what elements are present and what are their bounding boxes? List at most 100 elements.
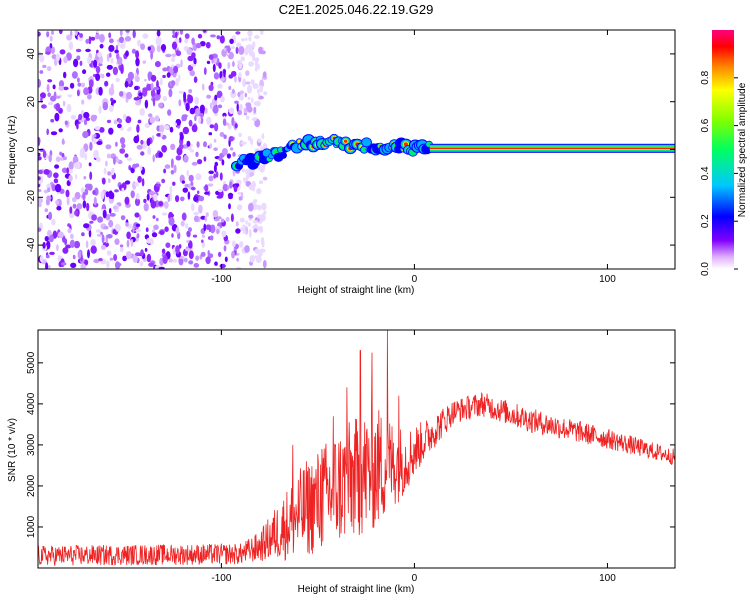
noise-speckle [132, 163, 137, 169]
noise-speckle [221, 159, 225, 166]
noise-speckle [178, 37, 182, 43]
noise-speckle [101, 234, 105, 244]
noise-speckle [93, 197, 97, 206]
noise-speckle [119, 43, 126, 49]
noise-speckle [232, 88, 235, 94]
noise-speckle [172, 258, 178, 263]
noise-speckle [102, 101, 109, 111]
noise-speckle [227, 62, 231, 69]
noise-speckle [175, 195, 180, 203]
noise-speckle [124, 36, 132, 42]
noise-speckle [110, 192, 115, 200]
noise-speckle [98, 258, 103, 262]
noise-speckle [45, 254, 50, 259]
noise-speckle [126, 157, 133, 161]
noise-speckle [259, 30, 264, 35]
noise-speckle [244, 92, 247, 98]
noise-speckle [249, 255, 255, 263]
noise-speckle [258, 180, 264, 185]
noise-speckle [214, 161, 219, 167]
noise-speckle [95, 65, 101, 74]
noise-speckle [255, 204, 262, 210]
noise-speckle [234, 100, 239, 104]
noise-speckle [147, 46, 151, 51]
noise-speckle [213, 147, 218, 151]
noise-speckle [47, 79, 53, 83]
noise-speckle [125, 91, 133, 100]
noise-speckle [191, 161, 198, 166]
noise-speckle [191, 203, 195, 212]
noise-speckle [195, 151, 199, 157]
noise-speckle [223, 69, 226, 78]
noise-speckle [143, 198, 147, 203]
noise-speckle [79, 60, 83, 66]
noise-speckle [111, 167, 115, 176]
noise-speckle [223, 134, 227, 140]
noise-speckle [152, 229, 155, 233]
noise-speckle [171, 80, 176, 86]
noise-speckle [100, 190, 105, 200]
noise-speckle [135, 252, 141, 257]
x-tick-label: 0 [412, 573, 418, 584]
noise-speckle [79, 150, 86, 158]
noise-speckle [66, 167, 69, 175]
noise-speckle [201, 234, 206, 238]
noise-speckle [240, 227, 244, 232]
noise-speckle [49, 43, 53, 49]
noise-speckle [227, 192, 234, 198]
noise-speckle [189, 70, 195, 77]
noise-speckle [113, 156, 116, 165]
noise-speckle [242, 230, 247, 235]
noise-speckle [51, 218, 56, 226]
noise-speckle [223, 47, 227, 52]
noise-speckle [82, 191, 86, 201]
noise-speckle [155, 153, 159, 158]
noise-speckle [73, 58, 79, 68]
noise-speckle [213, 173, 217, 179]
noise-speckle [96, 141, 103, 145]
noise-speckle [216, 228, 220, 235]
noise-speckle [95, 73, 101, 81]
trace-blob [361, 147, 368, 153]
noise-speckle [232, 151, 236, 157]
noise-speckle [171, 53, 177, 57]
noise-speckle [217, 83, 223, 89]
noise-speckle [128, 165, 132, 171]
noise-speckle [103, 225, 109, 230]
noise-speckle [189, 107, 196, 115]
noise-speckle [150, 82, 154, 91]
noise-speckle [204, 107, 208, 114]
noise-speckle [158, 102, 164, 108]
noise-speckle [178, 99, 182, 107]
noise-speckle [46, 31, 50, 38]
noise-speckle [125, 222, 129, 227]
noise-speckle [56, 205, 62, 211]
noise-speckle [124, 153, 129, 158]
noise-speckle [106, 64, 113, 70]
noise-speckle [145, 227, 149, 232]
noise-speckle [239, 90, 244, 95]
noise-speckle [263, 91, 268, 96]
noise-speckle [239, 241, 244, 248]
noise-speckle [235, 221, 239, 227]
noise-speckle [159, 77, 163, 86]
noise-speckle [132, 225, 135, 234]
noise-speckle [221, 148, 228, 156]
noise-speckle [182, 126, 190, 135]
noise-speckle [45, 198, 50, 206]
noise-speckle [228, 136, 234, 142]
colorbar-tick-label: 0.2 [700, 214, 711, 228]
noise-speckle [237, 109, 243, 116]
noise-speckle [96, 157, 101, 163]
colorbar-tick-label: 0.8 [700, 70, 711, 84]
noise-speckle [247, 96, 251, 100]
noise-speckle [42, 150, 47, 158]
noise-speckle [50, 95, 57, 102]
noise-speckle [201, 83, 205, 91]
noise-speckle [69, 239, 75, 248]
noise-speckle [83, 87, 89, 96]
noise-speckle [235, 183, 240, 187]
noise-speckle [42, 241, 46, 249]
noise-speckle [228, 74, 234, 79]
noise-speckle [112, 205, 119, 210]
